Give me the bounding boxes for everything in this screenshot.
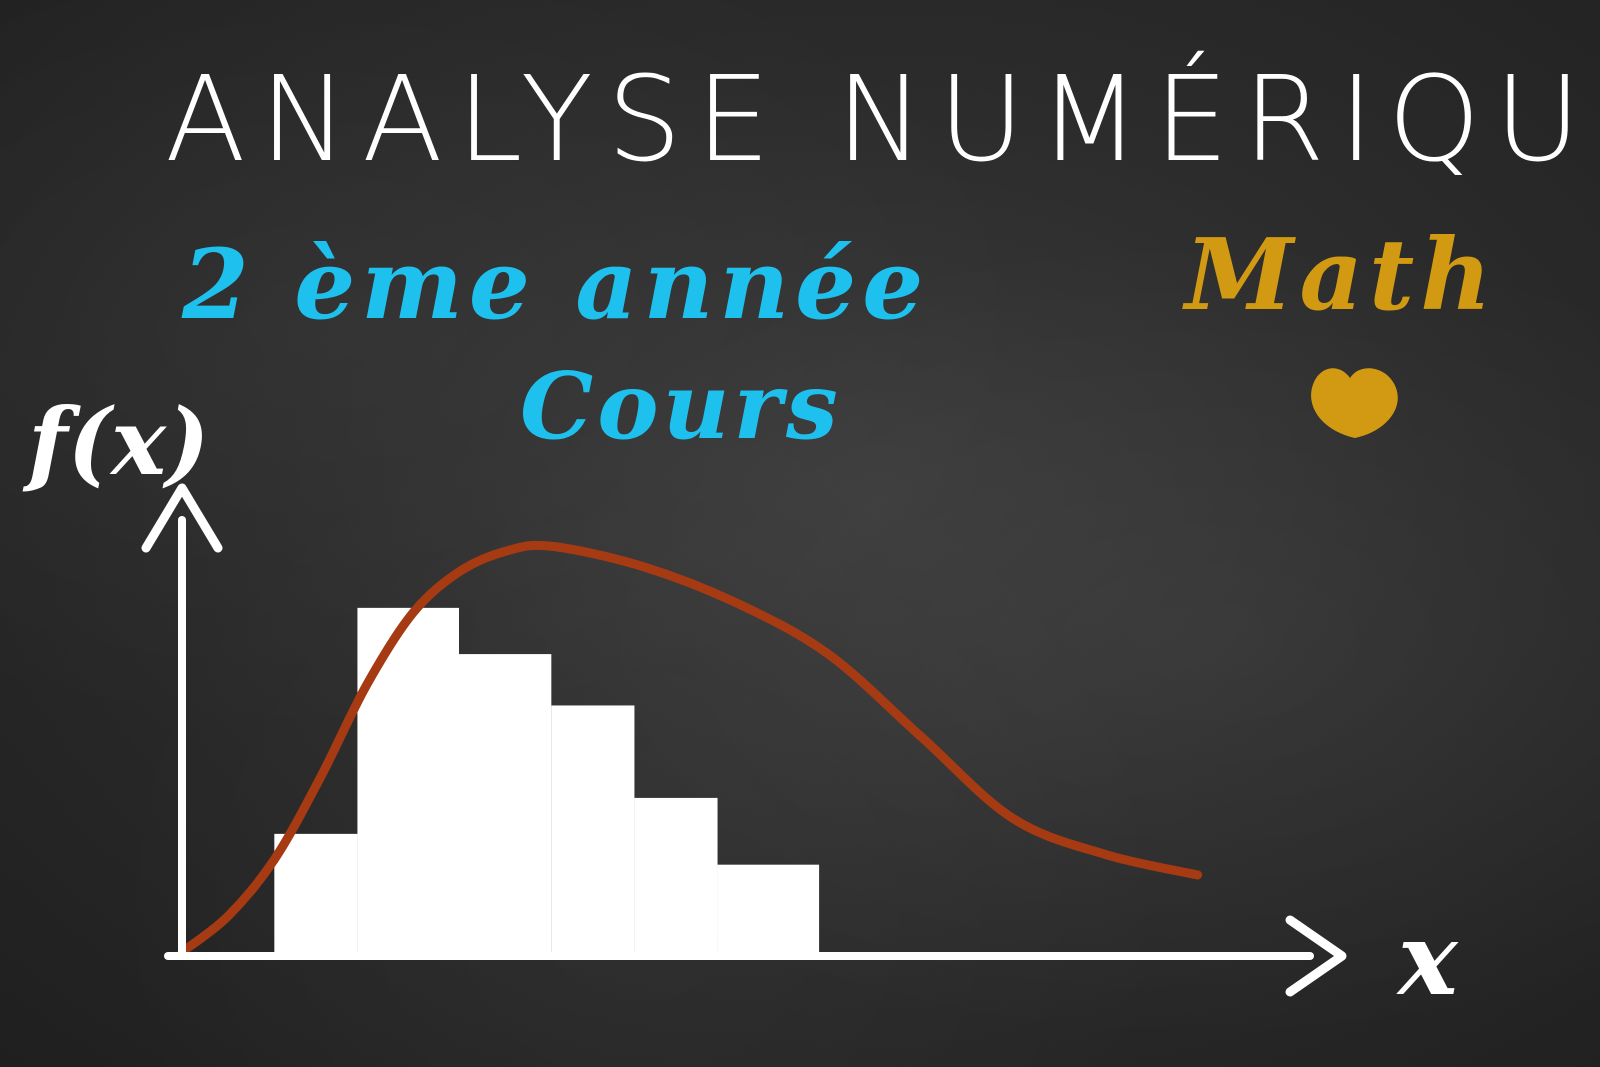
- riemann-rectangles: [274, 607, 820, 952]
- heart-icon: [1311, 368, 1398, 438]
- x-axis-label: x: [1398, 900, 1458, 1018]
- x-axis-arrow-icon: [1285, 915, 1347, 997]
- riemann-rect-5: [634, 797, 718, 952]
- riemann-rect-3: [459, 654, 552, 952]
- course-label: Cours: [520, 352, 842, 460]
- riemann-rect-4: [551, 705, 635, 952]
- year-subtitle: 2 ème année: [182, 228, 930, 341]
- riemann-rect-1: [274, 833, 358, 952]
- function-curve: [177, 540, 1203, 957]
- subject-label: Math: [1185, 218, 1498, 333]
- y-axis-label: f(x): [28, 388, 210, 496]
- axes: [141, 483, 1347, 997]
- riemann-rect-6: [717, 864, 820, 952]
- riemann-rect-2: [357, 607, 459, 952]
- page-title: ANALYSE NUMÉRIQUE: [165, 50, 1600, 188]
- y-axis-arrow-icon: [141, 483, 223, 553]
